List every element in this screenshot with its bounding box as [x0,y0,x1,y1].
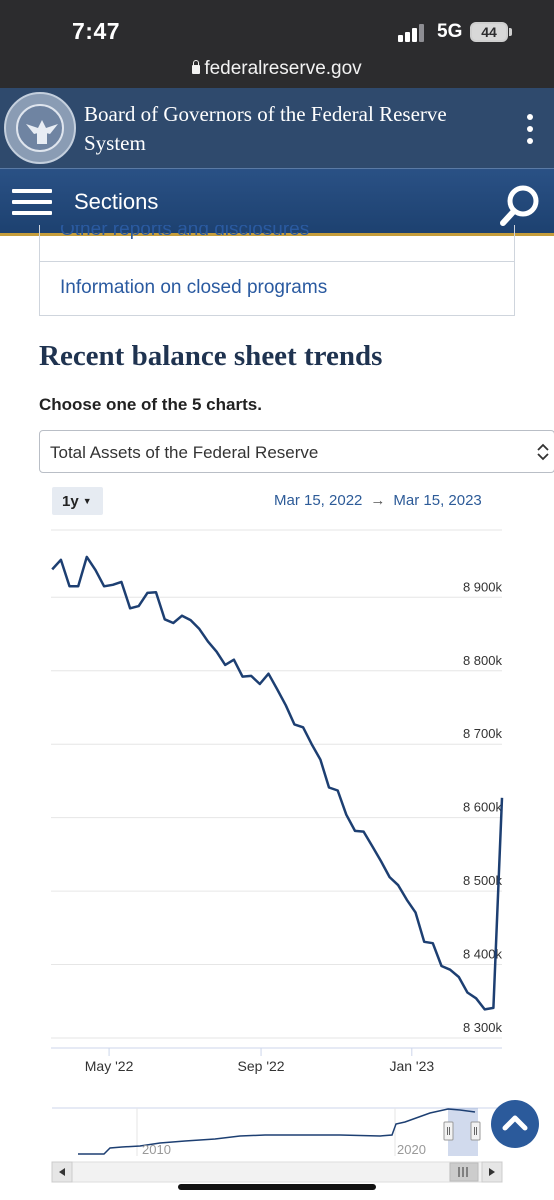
federal-reserve-seal-logo[interactable] [4,92,76,164]
section-heading: Recent balance sheet trends [39,340,383,372]
date-range-display: Mar 15, 2022 → Mar 15, 2023 [274,492,482,509]
status-time: 7:47 [72,18,121,44]
range-selector-button[interactable]: 1y ▼ [52,487,103,515]
date-from[interactable]: Mar 15, 2022 [274,492,363,509]
search-icon[interactable] [498,183,542,227]
date-arrow: → [370,492,386,509]
programs-list: Other reports and disclosures Informatio… [39,225,515,316]
x-tick-label: Sep '22 [238,1058,285,1074]
list-item-clipped[interactable]: Other reports and disclosures [60,225,310,240]
y-tick-label: 8 700k [463,726,503,741]
site-title[interactable]: Board of Governors of the Federal Reserv… [84,102,447,155]
closed-programs-link[interactable]: Information on closed programs [60,277,328,298]
navigator-scrollbar-track[interactable] [51,1161,503,1183]
eagle-icon [26,120,58,144]
navigator-year-label: 2020 [397,1142,426,1157]
chart-navigator[interactable]: 2010 2020 [0,1100,554,1190]
sections-nav-bar: Sections [0,168,554,236]
seal-eagle-emblem [16,104,64,152]
y-tick-label: 8 900k [463,579,503,594]
navigator-handle[interactable] [470,1121,481,1141]
y-tick-label: 8 800k [463,653,503,668]
navigator-year-label: 2010 [142,1142,171,1157]
address-bar[interactable]: federalreserve.gov [0,58,554,80]
battery-icon: 44 [470,22,508,42]
navigator-series-line [78,1108,476,1155]
arrow-left-icon [59,1168,65,1176]
chart-select-value: Total Assets of the Federal Reserve [50,443,319,462]
list-divider [40,261,514,262]
arrow-right-icon [489,1168,495,1176]
caret-down-icon: ▼ [82,496,92,506]
total-assets-chart[interactable]: 8 300k 8 400k 8 500k 8 600k 8 700k 8 800k 8 90… [0,520,554,1090]
x-tick-label: May '22 [85,1058,134,1074]
chevron-up-icon [502,1115,528,1131]
chart-select-dropdown[interactable]: Total Assets of the Federal Reserve [39,430,554,473]
navigator-scrollbar-thumb[interactable] [449,1162,479,1182]
y-tick-label: 8 600k [463,800,503,815]
y-tick-label: 8 500k [463,873,503,888]
site-header: Board of Governors of the Federal Reserv… [0,88,554,168]
y-tick-label: 8 300k [463,1020,503,1035]
x-tick-label: Jan '23 [389,1058,434,1074]
range-selector-label: 1y [62,493,79,510]
more-options-icon[interactable] [524,114,536,146]
signal-strength-icon [398,24,428,42]
lock-icon [192,60,201,74]
status-bar: 7:47 5G 44 federalreserve.gov [0,0,554,88]
total-assets-series-line [51,555,504,1011]
home-indicator [178,1184,376,1190]
date-to[interactable]: Mar 15, 2023 [393,492,482,509]
hamburger-menu-icon[interactable] [12,187,52,215]
url-text: federalreserve.gov [204,58,362,79]
scroll-to-top-button[interactable] [491,1100,539,1148]
navigator-handle[interactable] [443,1121,454,1141]
network-type: 5G [437,21,463,42]
sections-label[interactable]: Sections [74,189,159,214]
y-tick-label: 8 400k [463,947,503,962]
up-down-chevron-icon [537,443,549,461]
chart-chooser-label: Choose one of the 5 charts. [39,395,262,414]
battery-tip [509,28,512,36]
